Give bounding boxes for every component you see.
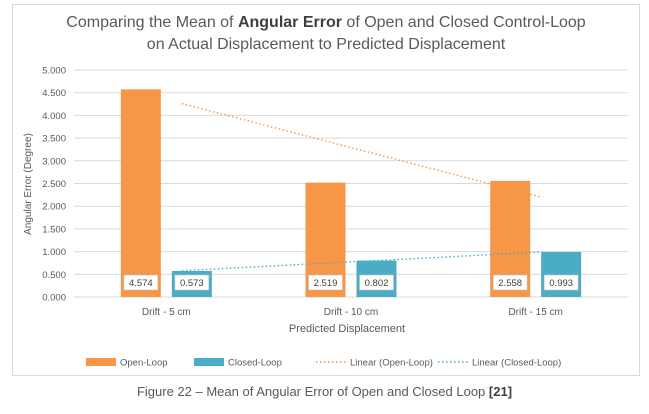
x-tick-labels: Drift - 5 cm Drift - 10 cm Drift - 15 cm [142, 307, 563, 318]
chart-title: Comparing the Mean of Angular Error of O… [12, 12, 640, 56]
bars [120, 89, 582, 298]
y-tick-label: 4.000 [42, 111, 66, 122]
legend-label: Linear (Open-Loop) [350, 358, 433, 369]
data-label: 4.574 [129, 278, 153, 289]
figure-caption: Figure 22 – Mean of Angular Error of Ope… [0, 384, 649, 399]
bar-open-loop [120, 89, 161, 298]
gridlines [74, 69, 628, 298]
data-label-box [492, 274, 528, 291]
chart-title-bold: Angular Error [237, 14, 342, 31]
x-tick-label: Drift - 5 cm [142, 307, 191, 318]
data-label: 0.993 [549, 278, 573, 289]
y-tick-label: 1.000 [42, 247, 66, 258]
data-label-box [359, 274, 394, 291]
data-label: 2.519 [314, 278, 338, 289]
y-tick-label: 5.000 [42, 66, 66, 77]
data-label-box [123, 274, 159, 291]
y-tick-label: 1.500 [42, 224, 66, 235]
data-label: 0.573 [180, 278, 204, 289]
trendline-open-loop [181, 102, 542, 198]
y-tick-label: 2.000 [42, 202, 66, 213]
trendlines [181, 102, 542, 272]
data-label-box [543, 274, 579, 291]
y-tick-label: 2.500 [42, 179, 66, 190]
data-label-box [174, 274, 210, 291]
legend-label: Linear (Closed-Loop) [472, 358, 561, 369]
y-tick-label: 3.500 [42, 134, 66, 145]
data-labels: 4.574 0.573 2.519 0.802 2.558 0.993 [123, 274, 579, 291]
legend-swatch [86, 358, 116, 366]
bar-chart: 0.000 0.500 1.000 1.500 2.000 2.500 3.000 3.500… [23, 66, 628, 369]
y-axis-label: Angular Error (Degree) [23, 133, 34, 235]
x-tick-label: Drift - 15 cm [508, 307, 562, 318]
x-axis-label: Predicted Displacement [289, 323, 405, 335]
legend: Open-Loop Closed-Loop Linear (Open-Loop) Li… [86, 358, 561, 369]
data-label: 2.558 [498, 278, 522, 289]
legend-label: Open-Loop [120, 358, 168, 369]
legend-swatch [194, 358, 224, 366]
data-label: 0.802 [365, 278, 389, 289]
y-tick-label: 4.500 [42, 88, 66, 99]
y-tick-labels: 0.000 0.500 1.000 1.500 2.000 2.500 3.000 3.500… [42, 66, 66, 304]
x-tick-label: Drift - 10 cm [324, 307, 378, 318]
chart-title-part-1: Comparing the Mean of [66, 14, 238, 31]
y-tick-label: 0.000 [42, 293, 66, 304]
chart-title-line-2: on Actual Displacement to Predicted Disp… [146, 36, 506, 53]
figure-caption-ref: [21] [488, 384, 513, 399]
data-label-box [308, 274, 343, 291]
figure-caption-text: Figure 22 – Mean of Angular Error of Ope… [136, 384, 489, 399]
chart-title-part-2: of Open and Closed Control-Loop [341, 14, 586, 31]
y-tick-label: 0.500 [42, 270, 66, 281]
legend-label: Closed-Loop [228, 358, 282, 369]
y-tick-label: 3.000 [42, 156, 66, 167]
